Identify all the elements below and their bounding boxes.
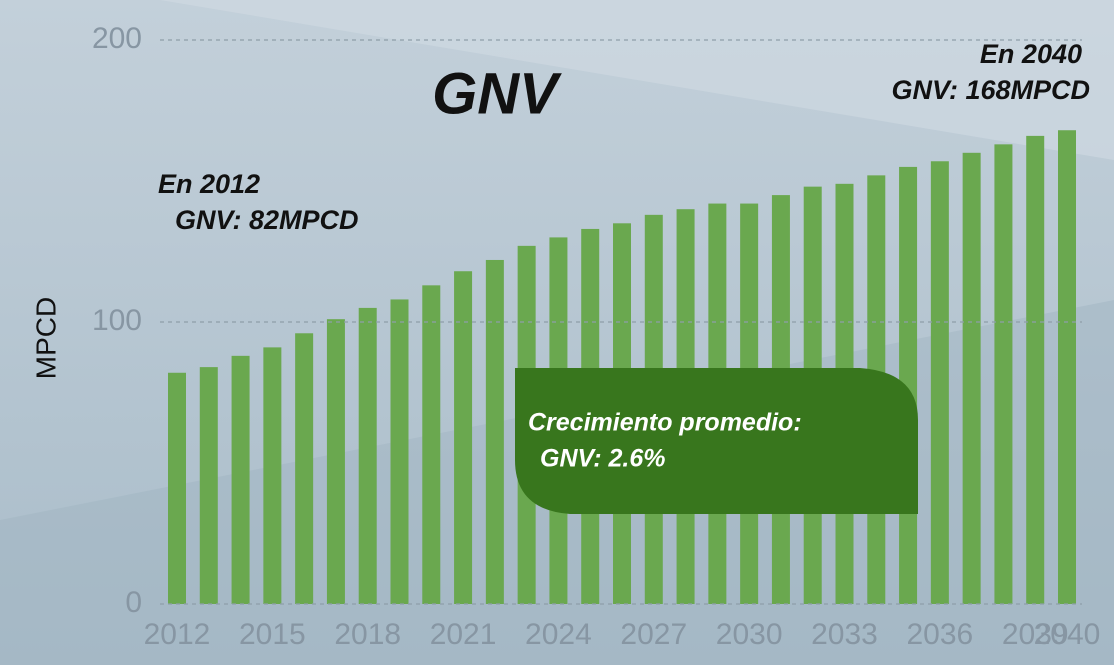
bar: [1058, 130, 1076, 605]
bar: [422, 285, 441, 604]
x-tick-label: 2018: [334, 618, 401, 651]
annotation: En 2040: [980, 39, 1082, 69]
bar: [231, 355, 250, 604]
bar: [326, 319, 345, 604]
bar: [199, 367, 218, 604]
x-tick-label: 2021: [430, 618, 497, 651]
annotation: GNV: 168MPCD: [891, 75, 1090, 105]
callout-box: [515, 368, 918, 514]
annotation: GNV: 82MPCD: [175, 205, 359, 235]
annotation: Crecimiento promedio:: [528, 409, 802, 437]
y-tick-label: 0: [125, 586, 142, 619]
chart-title: GNV: [432, 61, 562, 126]
x-tick-label: 2033: [811, 618, 878, 651]
x-tick-label: 2039: [1002, 618, 1069, 651]
annotation: GNV: 2.6%: [540, 445, 666, 473]
x-tick-label: 2024: [525, 618, 592, 651]
bar: [295, 333, 314, 604]
bar: [1026, 135, 1045, 604]
x-tick-label: 2015: [239, 618, 306, 651]
y-tick-label: 200: [92, 22, 142, 55]
y-axis-label: MPCD: [30, 297, 61, 379]
x-tick-label: 2012: [144, 618, 211, 651]
y-tick-label: 100: [92, 304, 142, 337]
annotation: En 2012: [158, 169, 260, 199]
x-tick-label: 2027: [620, 618, 687, 651]
bar: [994, 144, 1013, 604]
x-tick-label: 2040: [1034, 618, 1101, 651]
bar: [263, 347, 282, 604]
bar: [168, 372, 186, 604]
bar: [390, 299, 409, 604]
bar: [485, 259, 504, 604]
bar: [930, 161, 949, 604]
x-tick-label: 2036: [906, 618, 973, 651]
x-tick-label: 2030: [716, 618, 783, 651]
bar: [962, 152, 981, 605]
bar: [454, 271, 473, 604]
bar: [358, 307, 377, 604]
